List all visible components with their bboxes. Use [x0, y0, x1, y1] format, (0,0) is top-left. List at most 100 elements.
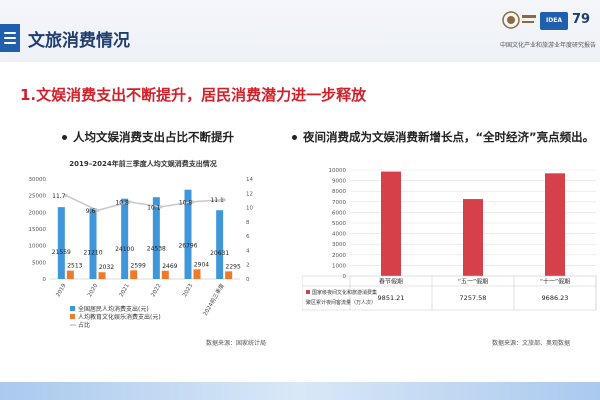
- y2-tick-label: 0: [246, 277, 250, 283]
- y2-tick-label: 14: [246, 177, 253, 183]
- bar-culture-label: 2295: [226, 263, 241, 270]
- y2-tick-label: 4: [246, 248, 250, 254]
- bullet-dot-icon: [62, 135, 67, 140]
- partner-logo-icon: IDEA: [540, 12, 568, 30]
- bar-total-label: 21210: [83, 249, 102, 256]
- y2-tick-label: 8: [246, 220, 250, 226]
- source-right: 数据来源：文旅部、奥观数据: [492, 340, 571, 347]
- ratio-point-label: 9.6: [86, 208, 96, 215]
- ratio-point-label: 11.1: [210, 197, 224, 204]
- legend-label-1: 人均教育文化娱乐消费支出(元): [78, 313, 161, 321]
- bar-total-label: 26796: [178, 243, 197, 250]
- bar-total-2022: [152, 197, 160, 279]
- legend-swatch: [306, 290, 310, 294]
- y-tick-label: 4000: [332, 232, 346, 238]
- x-tick-label: 2024前三季度: [201, 282, 226, 318]
- y-tick-label: 10000: [29, 244, 47, 250]
- x-tick-label: “五一”假期: [458, 278, 488, 286]
- bar-culture-label: 2469: [162, 263, 177, 270]
- source-left: 数据来源：国家统计局: [206, 340, 267, 347]
- value-label: 7257.58: [460, 294, 487, 302]
- x-tick-label: 春节假期: [379, 278, 403, 286]
- bar-culture-2023: [193, 269, 201, 279]
- y-tick-label: 20000: [29, 210, 47, 216]
- legend-swatch-1: [70, 314, 75, 319]
- legend-swatch-0: [70, 306, 75, 311]
- bullet-left: 人均文娱消费支出占比不断提升: [62, 129, 234, 145]
- legend-label-line2: 聚区累计夜间客流量（万人次）: [306, 299, 376, 306]
- y-tick-label: 25000: [29, 194, 47, 200]
- legend-label-line1: 国家级夜间文化和旅游消费集: [312, 289, 377, 296]
- y-tick-label: 1000: [332, 263, 346, 269]
- bar-culture-2024前三季度: [225, 271, 233, 279]
- page-title: 文旅消费情况: [28, 31, 130, 51]
- y-tick-label: 7000: [332, 200, 346, 206]
- bullet-left-text: 人均文娱消费支出占比不断提升: [73, 130, 234, 144]
- bar-culture-2019: [66, 270, 74, 279]
- bar-“五一”假期: [463, 199, 483, 276]
- ratio-point-label: 11.7: [52, 193, 66, 200]
- bar-total-2021: [121, 198, 129, 279]
- bar-total-label: 20631: [210, 250, 229, 257]
- bar-total-2020: [89, 208, 97, 279]
- value-label: 9686.23: [542, 294, 569, 302]
- bullet-dot-icon: [292, 135, 297, 140]
- ratio-point-2022: [159, 205, 163, 209]
- y-tick-label: 5000: [332, 221, 346, 227]
- ratio-point-2021: [127, 200, 131, 204]
- ratio-point-label: 10.1: [147, 204, 161, 211]
- consumption-combo-chart: 2019–2024年前三季度人均文娱消费支出情况 0 5000 10000 15000 2…: [29, 159, 254, 329]
- section-title: 1.文娱消费支出不断提升，居民消费潜力进一步释放: [20, 86, 367, 104]
- y-tick-label: 10000: [329, 168, 347, 174]
- chart-title: 2019–2024年前三季度人均文娱消费支出情况: [69, 159, 216, 168]
- legend-label-2: 占比: [78, 321, 90, 329]
- ratio-point-2020: [95, 208, 100, 213]
- y-tick-label: 2000: [332, 253, 346, 259]
- y2-tick-label: 10: [246, 206, 253, 212]
- report-subtitle: 中国文化产业和旅游业年度研究报告: [499, 42, 596, 49]
- y-tick-label: 9000: [332, 179, 346, 185]
- ratio-point-2019: [64, 193, 68, 198]
- x-tick-label: 2021: [119, 283, 131, 298]
- bar-total-2023: [184, 189, 192, 279]
- y-tick-label: 15000: [29, 227, 47, 233]
- bar-culture-label: 2599: [131, 262, 146, 269]
- ratio-point-label: 10.8: [115, 199, 129, 206]
- bullet-right-text: 夜间消费成为文娱消费新增长点，“全时经济”亮点频出。: [303, 130, 595, 144]
- bar-total-2019: [57, 207, 65, 279]
- bar-culture-2022: [161, 270, 169, 279]
- x-tick-label: 2023: [182, 283, 194, 299]
- bullet-right: 夜间消费成为文娱消费新增长点，“全时经济”亮点频出。: [292, 129, 594, 145]
- bar-春节假期: [381, 171, 401, 276]
- bar-culture-label: 2513: [67, 263, 82, 270]
- bar-total-label: 24100: [115, 246, 134, 253]
- bar-culture-label: 2904: [194, 261, 209, 268]
- night-traffic-bar-chart: 0 1000 2000 3000 4000 5000 6000 7000 8000 9000 100…: [302, 168, 597, 311]
- ratio-point-label: 10.8: [179, 199, 193, 206]
- footer-band: [0, 382, 600, 400]
- value-label: 9851.21: [378, 294, 405, 302]
- y2-tick-label: 2: [246, 263, 250, 269]
- x-tick-label: 2020: [87, 283, 99, 299]
- y-tick-label: 5000: [32, 260, 46, 266]
- bar-culture-2021: [130, 270, 138, 279]
- y-tick-label: 3000: [332, 242, 346, 248]
- bar-total-label: 21559: [52, 249, 71, 256]
- y-tick-label: 8000: [332, 189, 346, 195]
- x-tick-label: 2022: [150, 283, 162, 298]
- ratio-point-2024前三季度: [222, 198, 226, 202]
- menu-icon[interactable]: [0, 24, 20, 52]
- bar-total-label: 24538: [147, 245, 166, 252]
- y-tick-label: 0: [343, 274, 347, 280]
- header-band: 文旅消费情况 IDEA 79 中国文化产业和旅游业年度研究报告: [0, 0, 600, 62]
- bar-culture-label: 2032: [99, 264, 114, 271]
- x-tick-label: 2019: [55, 283, 67, 299]
- y-tick-label: 0: [43, 277, 47, 283]
- y2-tick-label: 12: [246, 191, 253, 197]
- y-tick-label: 6000: [332, 210, 346, 216]
- legend-label-0: 全国居民人均消费支出(元): [78, 305, 149, 313]
- logo-number: 79: [572, 12, 591, 27]
- y2-tick-label: 6: [246, 234, 250, 240]
- institution-logo-icon: [502, 11, 536, 29]
